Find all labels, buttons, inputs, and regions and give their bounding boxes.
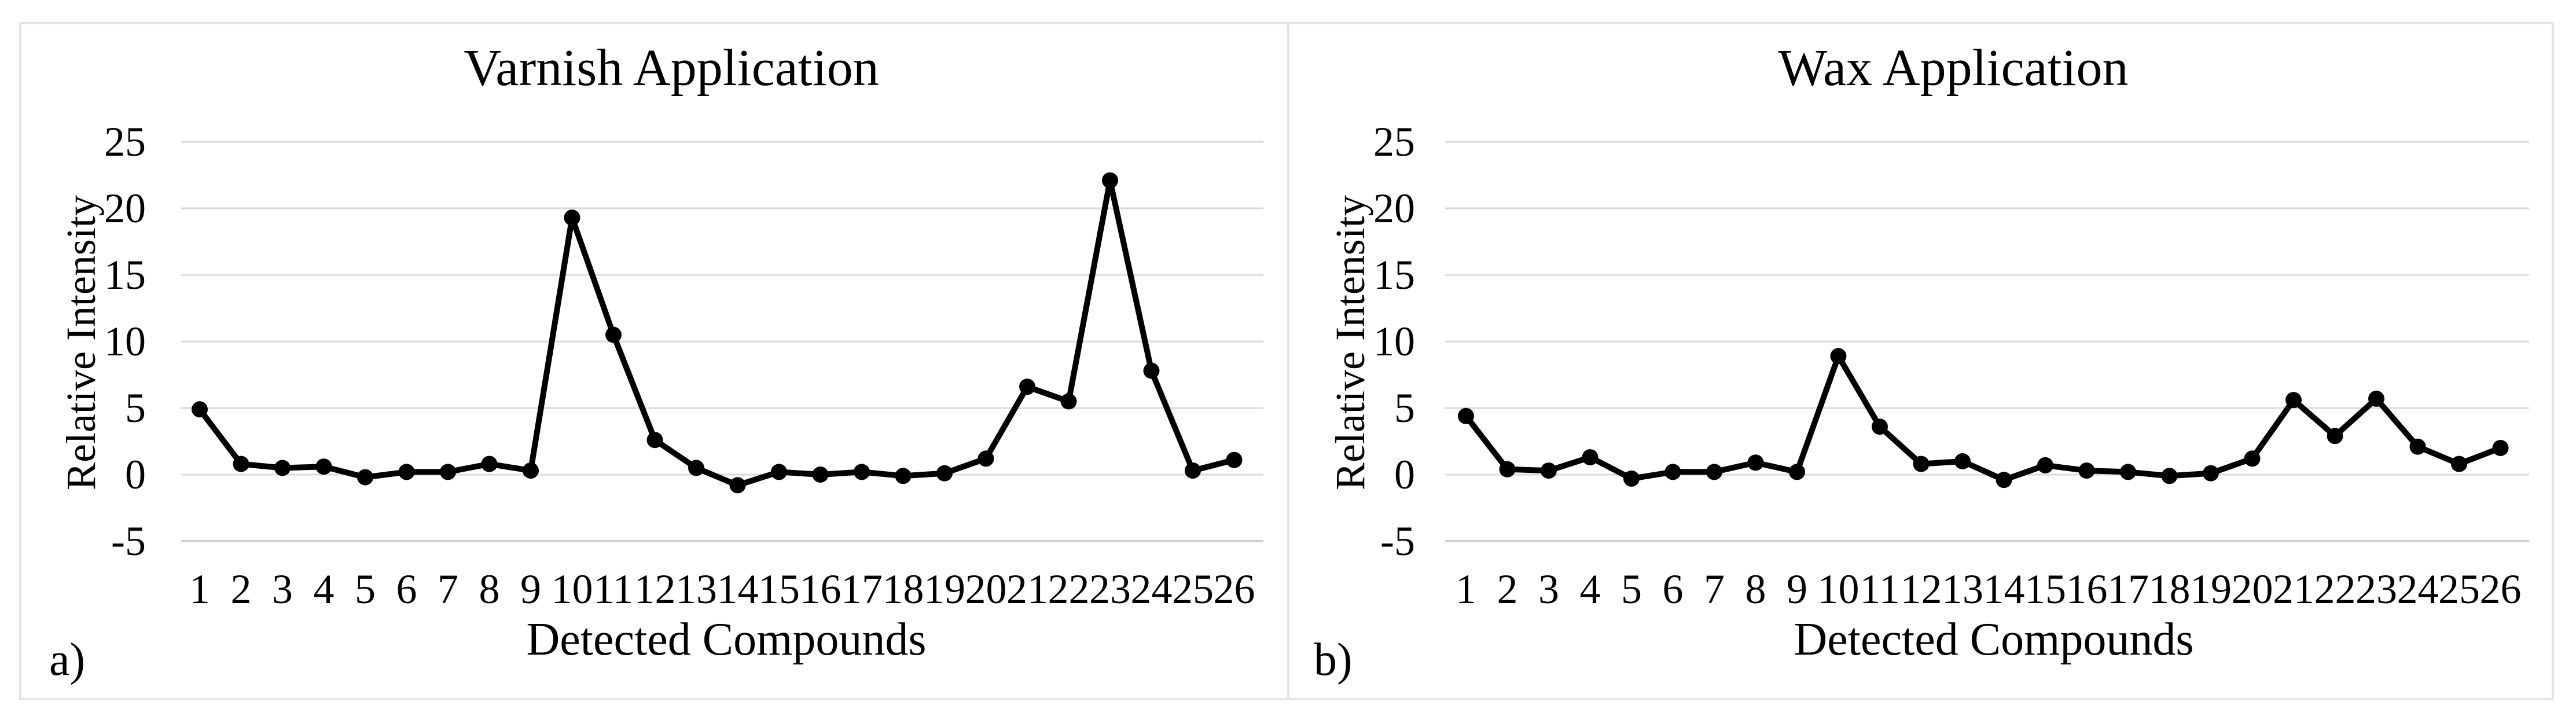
x-tick-label: 11 (593, 566, 634, 612)
x-tick-label: 2 (230, 566, 252, 612)
y-tick-label: 25 (104, 119, 146, 165)
x-axis-title-varnish: Detected Compounds (526, 614, 927, 665)
x-tick-label: 7 (1704, 566, 1725, 612)
x-tick-label: 8 (479, 566, 500, 612)
x-tick-label: 9 (1787, 566, 1807, 612)
y-tick-label: 10 (1373, 318, 1415, 365)
x-tick-label: 21 (2273, 566, 2314, 612)
x-tick-label: 26 (2479, 566, 2522, 612)
x-tick-label: 7 (438, 566, 458, 612)
x-axis-title-wax: Detected Compounds (1794, 614, 2194, 665)
x-tick-label: 4 (1579, 566, 1601, 612)
x-tick-label: 17 (2107, 566, 2149, 612)
x-tick-label: 12 (634, 566, 676, 612)
x-tick-label: 11 (1860, 566, 1900, 612)
x-tick-label: 10 (551, 566, 593, 612)
x-tick-label: 2 (1497, 566, 1518, 612)
y-tick-label: 0 (1394, 451, 1415, 498)
x-tick-label: 20 (2231, 566, 2273, 612)
x-tick-label: 6 (396, 566, 417, 612)
x-tick-label: 23 (2355, 566, 2397, 612)
y-tick-label: 15 (104, 252, 146, 298)
x-tick-label: 16 (799, 566, 841, 612)
x-tick-label: 22 (2314, 566, 2356, 612)
y-tick-label: 5 (1394, 385, 1415, 431)
x-tick-label: 5 (1621, 566, 1642, 612)
x-tick-label: 14 (1983, 566, 2025, 612)
x-tick-label: 5 (355, 566, 376, 612)
x-tick-label: 16 (2066, 566, 2108, 612)
y-tick-label: 0 (125, 451, 146, 498)
x-tick-label: 21 (1006, 566, 1048, 612)
y-tick-label: 15 (1373, 252, 1415, 298)
x-tick-label: 18 (882, 566, 924, 612)
x-tick-label: 12 (1900, 566, 1942, 612)
y-tick-label: 25 (1373, 119, 1415, 165)
x-tick-label: 10 (1817, 566, 1860, 612)
x-tick-label: 4 (313, 566, 335, 612)
y-tick-label: 5 (125, 385, 146, 431)
x-tick-label: 22 (1048, 566, 1090, 612)
panel-letter-a: a) (49, 634, 86, 685)
y-tick-label: 10 (104, 318, 146, 365)
chart-title-wax: Wax Application (1778, 39, 2129, 97)
figure-frame (19, 22, 2554, 700)
x-tick-label: 9 (520, 566, 541, 612)
x-tick-label: 24 (1130, 566, 1173, 612)
x-tick-label: 25 (2438, 566, 2480, 612)
y-tick-label: -5 (111, 518, 146, 564)
y-tick-label: 20 (104, 185, 146, 232)
x-tick-label: 26 (1213, 566, 1255, 612)
x-tick-label: 15 (758, 566, 800, 612)
x-tick-label: 19 (2190, 566, 2232, 612)
x-tick-label: 3 (272, 566, 293, 612)
panel-divider (1287, 22, 1289, 700)
x-tick-label: 25 (1172, 566, 1214, 612)
x-tick-label: 20 (965, 566, 1007, 612)
x-tick-label: 1 (189, 566, 210, 612)
x-tick-label: 15 (2024, 566, 2066, 612)
x-tick-label: 23 (1089, 566, 1131, 612)
panel-letter-b: b) (1314, 634, 1353, 685)
x-tick-label: 18 (2148, 566, 2191, 612)
chart-title-varnish: Varnish Application (464, 39, 879, 97)
x-tick-label: 14 (716, 566, 759, 612)
x-tick-label: 17 (841, 566, 883, 612)
x-tick-label: 13 (1942, 566, 1983, 612)
y-tick-label: 20 (1373, 185, 1415, 232)
x-tick-label: 19 (924, 566, 965, 612)
x-tick-label: 8 (1745, 566, 1766, 612)
x-tick-label: 13 (675, 566, 717, 612)
x-tick-label: 6 (1662, 566, 1684, 612)
y-tick-label: -5 (1380, 518, 1415, 564)
x-tick-label: 24 (2397, 566, 2439, 612)
x-tick-label: 3 (1538, 566, 1559, 612)
x-tick-label: 1 (1456, 566, 1476, 612)
